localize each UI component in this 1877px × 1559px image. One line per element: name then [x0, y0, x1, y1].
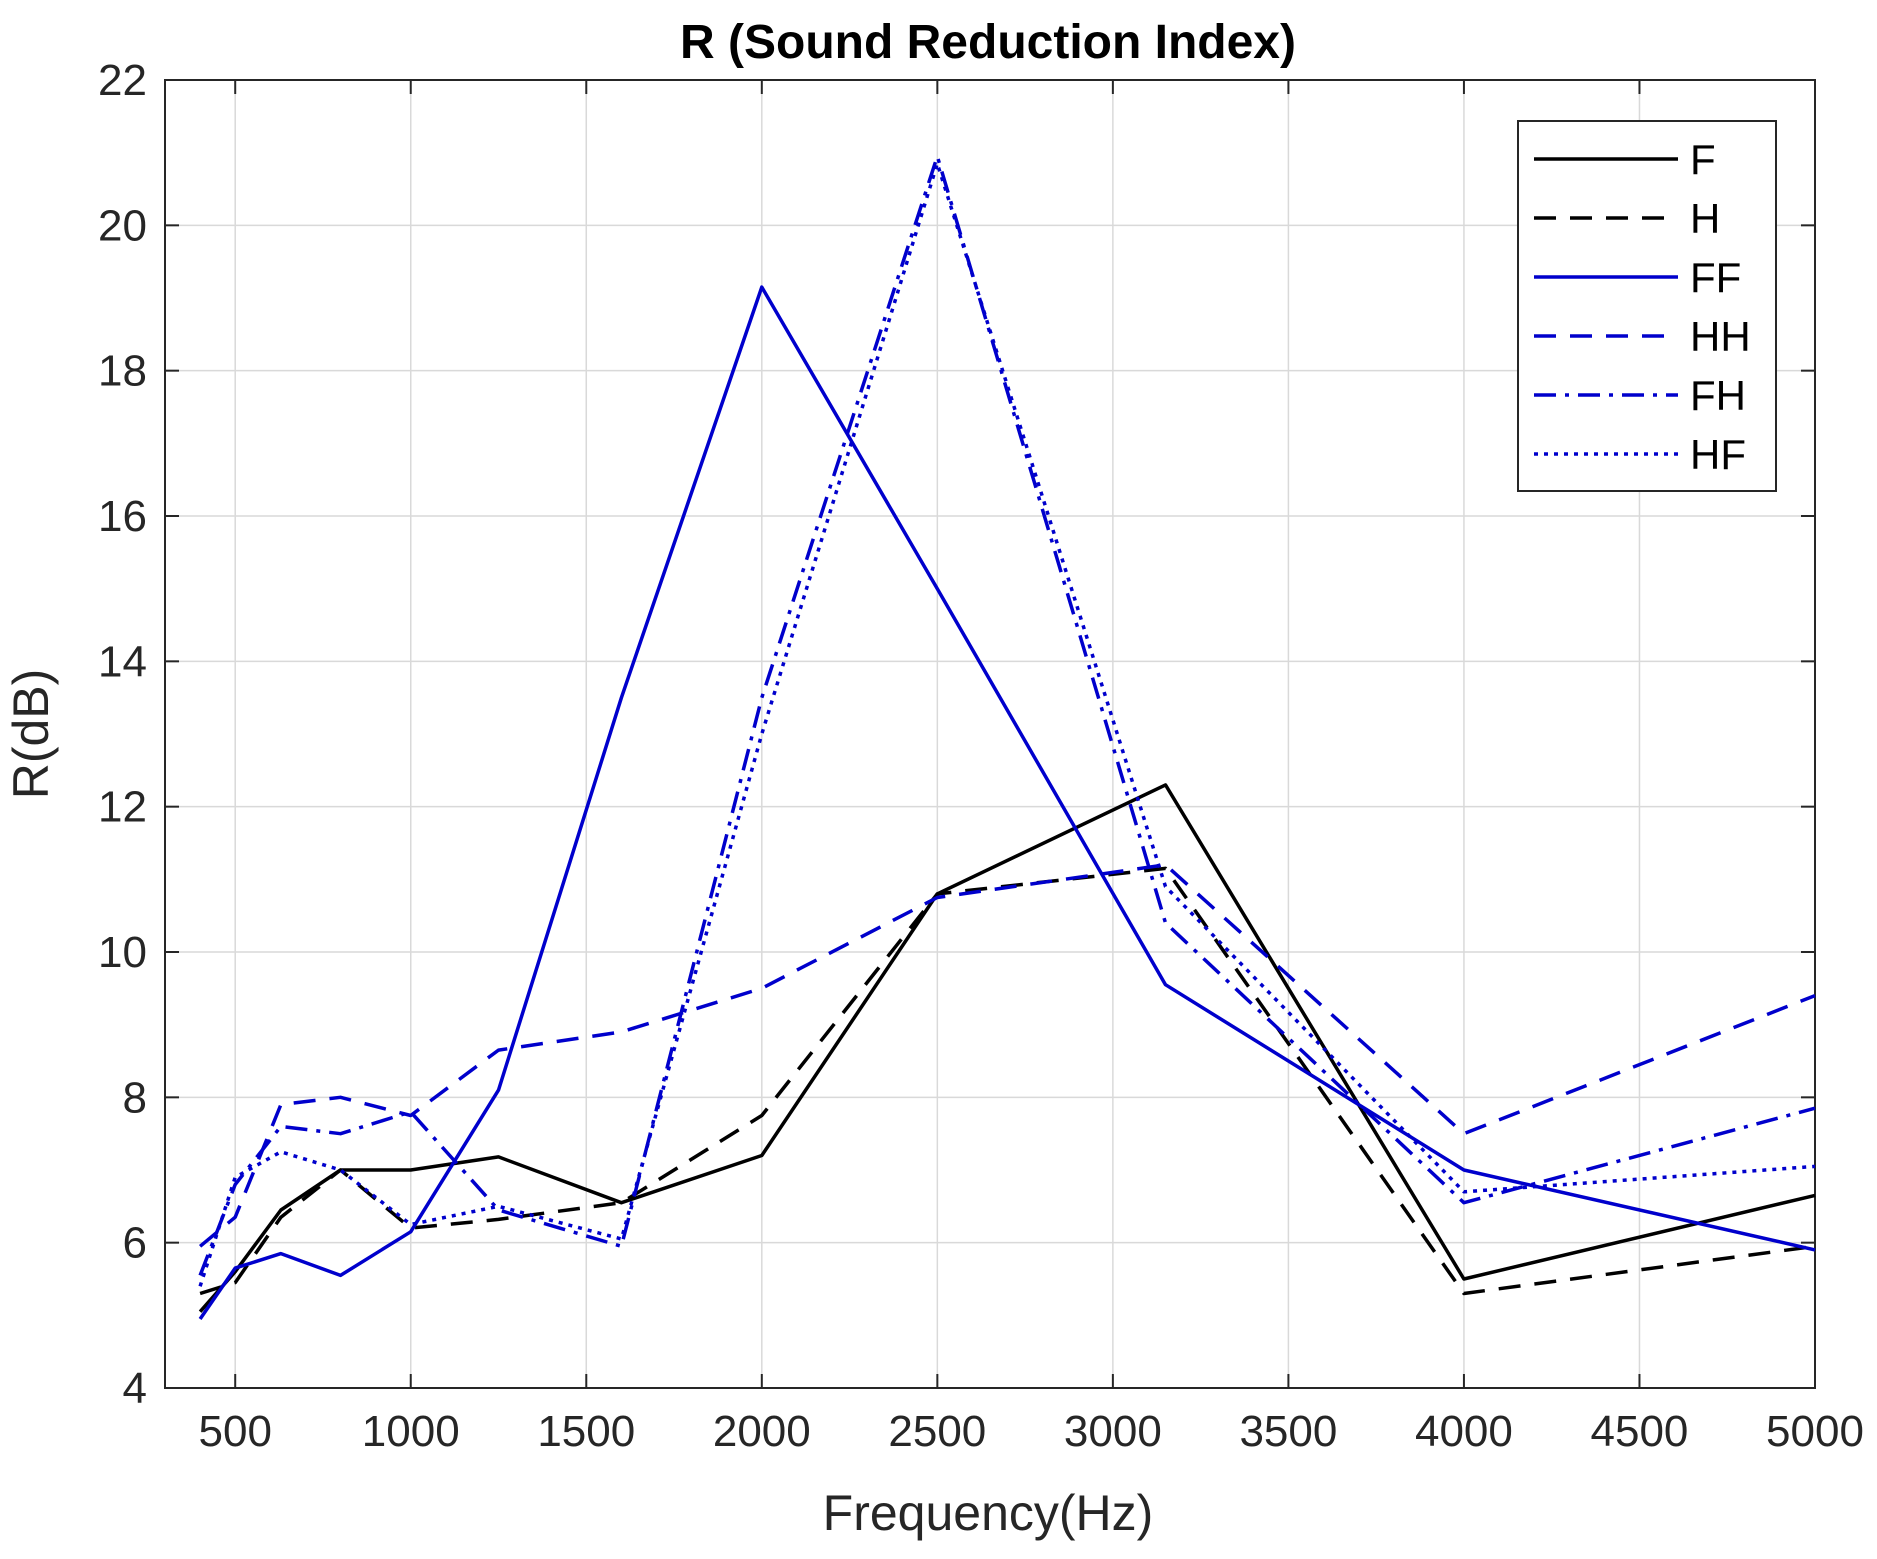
x-tick-label: 1000	[362, 1407, 460, 1456]
series-line-fh	[198, 154, 1816, 1277]
y-tick-label: 20	[98, 201, 147, 250]
x-axis-label: Frequency(Hz)	[823, 1485, 1154, 1541]
legend-label-hf: HF	[1690, 431, 1746, 478]
y-tick-label: 22	[98, 56, 147, 105]
y-tick-label: 18	[98, 347, 147, 396]
series-line-f	[198, 783, 1816, 1313]
series-layer	[198, 154, 1816, 1320]
x-tick-label: 4500	[1591, 1407, 1689, 1456]
y-tick-label: 12	[98, 783, 147, 832]
x-tick-label: 2500	[888, 1407, 986, 1456]
x-tick-label: 5000	[1766, 1407, 1864, 1456]
x-tick-label: 2000	[713, 1407, 811, 1456]
x-tick-label: 1500	[537, 1407, 635, 1456]
y-tick-label: 8	[123, 1073, 147, 1122]
legend-label-f: F	[1690, 136, 1716, 183]
legend-box	[1517, 120, 1777, 492]
x-tick-label: 3500	[1239, 1407, 1337, 1456]
chart-title: R (Sound Reduction Index)	[680, 16, 1296, 69]
legend-label-fh: FH	[1690, 372, 1746, 419]
y-tick-label: 10	[98, 928, 147, 977]
legend-label-h: H	[1690, 195, 1720, 242]
series-line-ff	[198, 285, 1816, 1320]
x-tick-label: 500	[199, 1407, 272, 1456]
y-tick-label: 16	[98, 492, 147, 541]
x-tick-label: 4000	[1415, 1407, 1513, 1456]
y-axis-ticks: 4 6 8 10 12 14 16 18 20 22	[98, 56, 1815, 1413]
series-line-hh	[198, 863, 1816, 1248]
series-line-hf	[198, 161, 1816, 1287]
legend-label-hh: HH	[1690, 313, 1751, 360]
y-axis-label: R(dB)	[3, 669, 59, 800]
legend-label-ff: FF	[1690, 254, 1741, 301]
plot-area-frame	[164, 79, 1816, 1389]
y-tick-label: 14	[98, 637, 147, 686]
y-tick-label: 4	[123, 1364, 147, 1413]
y-tick-label: 6	[123, 1219, 147, 1268]
series-line-h	[199, 866, 1816, 1296]
x-tick-label: 3000	[1064, 1407, 1162, 1456]
x-axis-ticks: 500 1000 1500 2000 2500 3000 3500 4000 4500 5000	[199, 80, 1864, 1456]
